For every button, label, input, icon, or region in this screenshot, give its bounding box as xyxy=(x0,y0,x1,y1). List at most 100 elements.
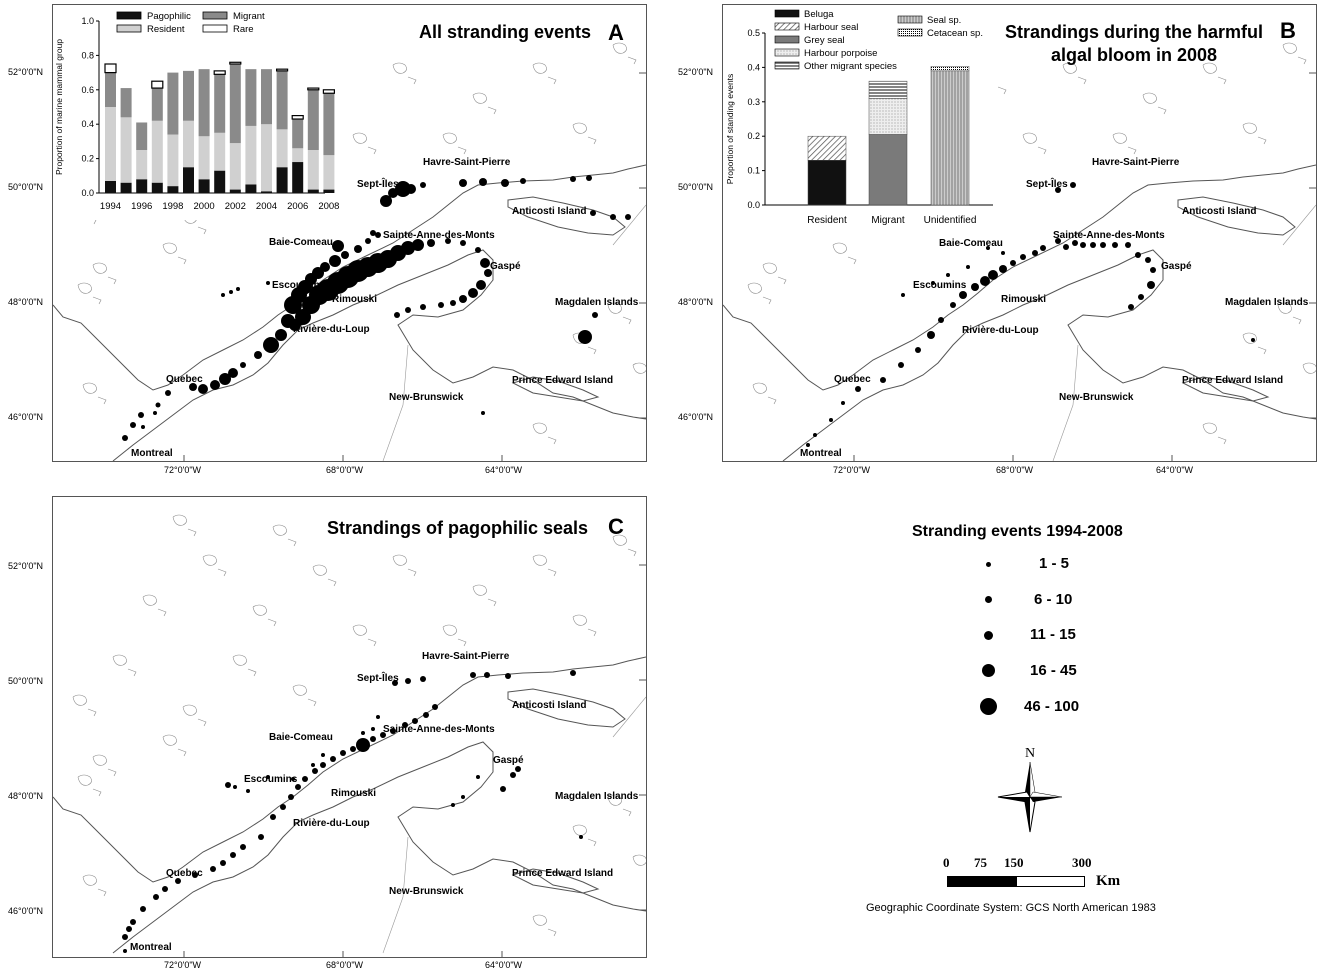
stranding-point xyxy=(332,240,344,252)
stranding-point xyxy=(236,287,240,291)
north-arrow-icon: N xyxy=(997,746,1063,833)
bar-segment xyxy=(151,120,163,183)
stranding-point xyxy=(1080,242,1086,248)
stranding-point xyxy=(412,239,424,251)
y-tick-label: 0.4 xyxy=(81,119,94,129)
stranding-point xyxy=(233,785,237,789)
stranding-point xyxy=(420,182,426,188)
bar-segment xyxy=(307,150,319,190)
stranding-point xyxy=(162,886,168,892)
map-panel-all-strandings: 0.0 0.2 0.4 0.6 0.8 1.0 Proportion of marine m… xyxy=(52,4,647,462)
stranding-point xyxy=(380,732,386,738)
bar-segment xyxy=(229,189,241,193)
bar-segment xyxy=(151,80,164,89)
stranding-point xyxy=(880,377,886,383)
stranding-point xyxy=(153,411,157,415)
legend-class-label: 1 - 5 xyxy=(1039,555,1070,572)
stranding-point xyxy=(138,412,144,418)
stranding-point xyxy=(841,401,845,405)
stranding-point xyxy=(625,214,631,220)
bar-segment xyxy=(276,167,288,193)
map-panel-algal-bloom-2008: 0.0 0.1 0.2 0.3 0.4 0.5 Proportion of standing… xyxy=(722,4,1317,462)
stranding-point xyxy=(959,291,967,299)
legend-swatch xyxy=(774,48,800,57)
stranding-point xyxy=(371,727,375,731)
place-label: Montreal xyxy=(130,942,172,953)
place-label: Escoumins xyxy=(913,280,967,291)
stranding-point xyxy=(1020,254,1026,260)
place-label: Sainte-Anne-des-Monts xyxy=(1053,230,1165,241)
stranding-point xyxy=(915,347,921,353)
stranding-point xyxy=(1055,238,1061,244)
stranding-point xyxy=(329,255,341,267)
legend-dot-class-4 xyxy=(982,664,995,677)
stranding-point xyxy=(592,312,598,318)
bar-segment xyxy=(213,70,226,75)
bar-segment xyxy=(151,88,163,121)
bar-segment xyxy=(323,189,335,193)
bar-segment xyxy=(229,64,241,144)
stranding-point xyxy=(390,728,396,734)
stranding-point xyxy=(380,195,392,207)
stranding-point xyxy=(221,293,225,297)
legend-class-label: 46 - 100 xyxy=(1024,698,1080,715)
bar-segment xyxy=(136,122,148,150)
place-label: Rivière-du-Loup xyxy=(293,324,370,335)
longitude-label: 68°0'0"W xyxy=(326,465,364,475)
stranding-point xyxy=(1150,267,1156,273)
stranding-point xyxy=(946,273,950,277)
latitude-label: 50°0'0"N xyxy=(8,182,44,192)
bar-segment xyxy=(292,162,304,193)
legend-swatch xyxy=(202,24,228,33)
stranding-point xyxy=(340,750,346,756)
stranding-point xyxy=(1125,242,1131,248)
latitude-label: 46°0'0"N xyxy=(8,906,44,916)
place-label: Rivière-du-Loup xyxy=(293,818,370,829)
stranding-point xyxy=(219,373,231,385)
stranding-point xyxy=(240,844,246,850)
bar-segment xyxy=(807,160,847,206)
longitude-label: 72°0'0"W xyxy=(833,465,871,475)
bar-segment xyxy=(198,136,210,180)
stranding-point xyxy=(354,245,362,253)
stranding-point xyxy=(460,240,466,246)
bar-segment xyxy=(183,167,194,193)
stranding-point xyxy=(855,386,861,392)
stranding-point xyxy=(570,670,576,676)
stranding-point xyxy=(311,763,315,767)
legend-label: Harbour seal xyxy=(804,22,858,33)
stranding-point xyxy=(610,214,616,220)
stranding-point xyxy=(412,718,418,724)
place-label: Rivière-du-Loup xyxy=(962,325,1039,336)
stranding-point xyxy=(356,738,370,752)
stranding-point xyxy=(445,238,451,244)
stranding-point xyxy=(468,288,478,298)
stranding-point xyxy=(395,181,411,197)
stranding-point xyxy=(586,175,592,181)
bar-segment xyxy=(214,170,226,193)
bar-segment xyxy=(151,182,163,193)
stranding-point xyxy=(459,179,467,187)
stranding-point xyxy=(189,383,197,391)
bar-segment xyxy=(167,186,179,193)
stranding-point xyxy=(130,422,136,428)
bar-segment xyxy=(292,148,304,163)
stranding-point xyxy=(1001,251,1005,255)
stranding-point xyxy=(901,293,905,297)
bar-segment xyxy=(276,129,288,168)
stranding-point xyxy=(459,295,467,303)
scale-bar-white xyxy=(1016,876,1085,887)
stranding-point xyxy=(275,329,287,341)
legend-swatch xyxy=(774,22,800,31)
y-tick-label: 0.6 xyxy=(81,85,94,95)
stranding-point xyxy=(475,247,481,253)
stranding-point xyxy=(484,269,492,277)
place-label: Havre-Saint-Pierre xyxy=(423,157,511,168)
y-tick-label: 0.3 xyxy=(747,97,760,107)
stranding-point xyxy=(590,210,596,216)
panel-title: Strandings of pagophilic seals xyxy=(327,518,589,538)
place-label: Gaspé xyxy=(490,261,521,272)
legend-swatch xyxy=(202,11,228,20)
stranding-point xyxy=(1135,252,1141,258)
latitude-label: 52°0'0"N xyxy=(8,561,44,571)
